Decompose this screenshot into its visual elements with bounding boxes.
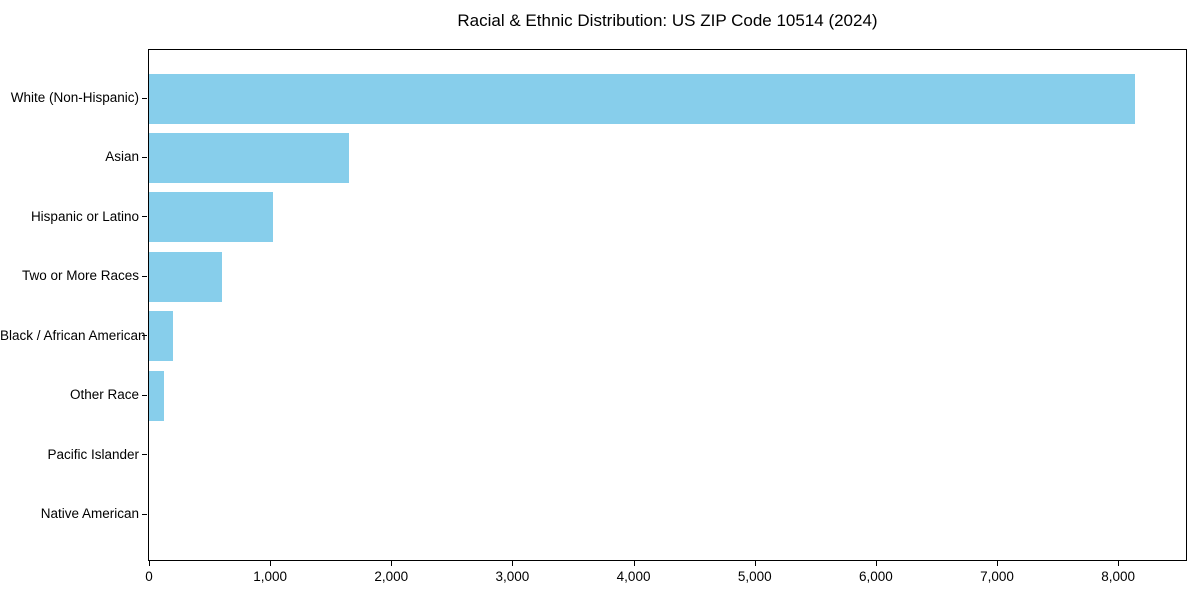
y-tick-label-native-american: Native American	[40, 506, 139, 521]
y-tick-label-asian: Asian	[105, 149, 139, 165]
y-tick-label-white-non-hispanic: White (Non-Hispanic)	[10, 90, 139, 105]
x-axis-tick	[997, 561, 998, 566]
y-axis-tick	[142, 513, 147, 515]
bar-asian	[149, 132, 350, 183]
x-tick-label-1000: 1,000	[253, 569, 288, 584]
bar-two-or-more-races	[149, 251, 222, 302]
x-axis-tick	[875, 561, 877, 566]
y-tick-label-other-race: Other Race	[69, 387, 139, 403]
bar-hispanic-or-latino	[149, 192, 274, 243]
y-tick-label-hispanic-or-latino: Hispanic or Latino	[30, 208, 139, 224]
y-axis-tick	[142, 394, 147, 396]
y-axis-tick	[142, 335, 147, 337]
bar-white-non-hispanic	[149, 73, 1136, 124]
y-tick-label-two-or-more-races: Two or More Races	[21, 268, 139, 284]
x-tick-label-5000: 5,000	[737, 569, 772, 584]
x-axis-tick	[149, 561, 150, 566]
x-tick-label-2000: 2,000	[374, 569, 409, 584]
y-axis-tick	[142, 97, 147, 99]
x-axis-tick	[391, 561, 393, 566]
y-axis-tick	[142, 454, 147, 456]
chart-title: Racial & Ethnic Distribution: US ZIP Cod…	[457, 11, 878, 30]
y-tick-label-pacific-islander: Pacific Islander	[47, 446, 139, 462]
bar-other-race	[149, 370, 164, 421]
bar-black-african-american	[149, 311, 173, 362]
y-tick-label-black-african-american: Black / African American	[0, 327, 146, 343]
plot-area	[148, 49, 1187, 561]
x-tick-label-0: 0	[145, 569, 153, 584]
x-tick-label-7000: 7,000	[980, 569, 1014, 584]
y-axis-tick	[142, 156, 147, 158]
x-tick-label-3000: 3,000	[495, 569, 530, 584]
y-axis-tick	[142, 216, 147, 218]
y-axis-tick	[142, 275, 147, 277]
x-axis-tick	[633, 561, 635, 566]
x-tick-label-8000: 8,000	[1101, 569, 1136, 584]
x-tick-label-6000: 6,000	[858, 569, 893, 584]
x-tick-label-4000: 4,000	[616, 569, 651, 584]
x-axis-tick	[754, 561, 756, 566]
x-axis-tick	[1118, 561, 1120, 566]
x-axis-tick	[512, 561, 514, 566]
x-axis-tick	[270, 561, 272, 566]
